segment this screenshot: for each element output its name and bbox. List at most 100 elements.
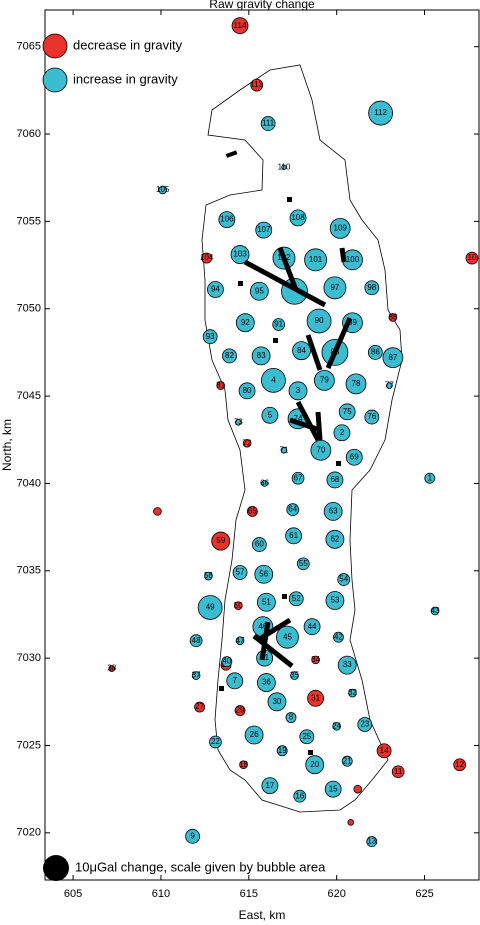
station-label: 63 — [329, 506, 338, 515]
station-label: 106 — [220, 215, 234, 224]
station-label: 71 — [280, 445, 289, 454]
bubble — [254, 564, 274, 584]
bubble — [338, 403, 356, 421]
bubble — [221, 656, 233, 668]
bubble — [368, 100, 393, 126]
station-label: 21 — [343, 756, 352, 765]
station-label: 89 — [348, 318, 357, 327]
station-label: 49 — [206, 603, 215, 612]
station-label: 88 — [388, 313, 397, 322]
x-tick-label: 610 — [152, 888, 170, 900]
y-tick-label: 7035 — [17, 565, 41, 577]
station-label: 46 — [258, 622, 267, 631]
marker — [225, 150, 238, 158]
size-legend-bubble — [43, 855, 69, 881]
bubble — [313, 369, 335, 391]
station-label: 81 — [216, 381, 225, 390]
bubble — [325, 529, 345, 549]
bubble — [191, 671, 201, 680]
station-label: 62 — [330, 534, 339, 543]
bubble — [207, 281, 224, 298]
bubble — [345, 373, 367, 395]
bubble — [341, 755, 353, 767]
station-label: 103 — [233, 250, 247, 259]
bubbles: 1141131048881726559503934312927381814111… — [107, 17, 479, 848]
station-label: 9 — [190, 831, 195, 840]
legend-swatch — [42, 33, 68, 59]
station-label: 74 — [294, 414, 303, 423]
station-label: 27 — [195, 702, 204, 711]
bubble — [382, 347, 404, 369]
bubble — [391, 765, 405, 779]
bubble — [222, 348, 237, 364]
station-label: 108 — [291, 213, 305, 222]
bubble — [242, 438, 252, 448]
displacement-arrows — [243, 247, 353, 668]
station-label: 76 — [367, 412, 376, 421]
station-label: 52 — [292, 594, 301, 603]
station-label: 104 — [200, 253, 214, 262]
station-label: 40 — [222, 657, 231, 666]
station-label: 51 — [262, 597, 271, 606]
station-label: 31 — [311, 693, 320, 702]
bubble — [345, 448, 363, 466]
station-label: 61 — [289, 531, 298, 540]
bubble — [337, 655, 357, 675]
station-label: 93 — [206, 332, 215, 341]
station-label: 32 — [348, 688, 357, 697]
bubble — [289, 209, 307, 227]
bubble — [249, 281, 269, 301]
bubble — [367, 345, 383, 360]
bubble — [185, 828, 200, 844]
bubble — [388, 313, 398, 322]
y-tick-label: 7050 — [17, 303, 41, 315]
station-label: 50 — [234, 601, 243, 610]
station-label: 42 — [334, 632, 343, 641]
bubble — [197, 595, 223, 620]
station-label: 109 — [334, 223, 348, 232]
station-label: 26 — [250, 730, 259, 739]
bubble — [230, 245, 250, 264]
bubble — [251, 537, 267, 552]
station-label: 78 — [352, 379, 361, 388]
station-label: 43 — [431, 606, 440, 615]
station-label: 112 — [374, 108, 387, 117]
plot-frame — [44, 9, 480, 881]
arrow — [315, 411, 323, 441]
bubble — [285, 712, 297, 723]
station-label: 19 — [278, 746, 287, 755]
station-label: 33 — [343, 660, 352, 669]
station-label: 5 — [268, 410, 273, 419]
station-label: 77 — [385, 381, 394, 390]
bubble — [234, 418, 242, 426]
station-label: 48 — [192, 636, 201, 645]
station-label: 41 — [260, 653, 269, 662]
bubble — [281, 164, 287, 170]
bubble — [108, 665, 116, 672]
bubble — [332, 631, 344, 643]
station-label: 101 — [309, 255, 323, 264]
y-tick-label: 7030 — [17, 652, 41, 664]
bubble — [376, 743, 392, 759]
bubble — [310, 439, 332, 461]
station-label: 45 — [283, 632, 292, 641]
bubble — [306, 308, 332, 334]
bubble — [453, 758, 467, 772]
bubble — [267, 692, 287, 712]
bubble — [226, 672, 244, 690]
station-label: 35 — [290, 671, 299, 680]
station-label: 55 — [299, 559, 308, 568]
station-label: 13 — [367, 837, 376, 846]
station-label: 97 — [330, 283, 339, 292]
bubble — [251, 346, 271, 366]
station-label: 38 — [107, 664, 116, 673]
y-tick-label: 7060 — [17, 128, 41, 140]
bubble — [201, 252, 213, 264]
marker — [336, 461, 341, 466]
bubble — [290, 671, 299, 680]
bubble — [233, 601, 243, 611]
bubble — [153, 507, 162, 516]
arrow — [243, 259, 327, 308]
station-label: 36 — [262, 678, 271, 687]
arrow — [277, 247, 299, 291]
